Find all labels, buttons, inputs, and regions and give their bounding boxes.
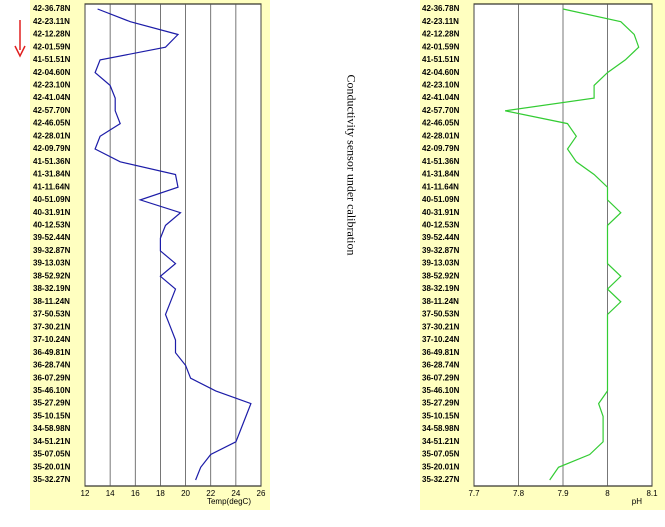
y-tick-label: 37-30.21N: [422, 322, 460, 331]
y-tick-label: 42-23.11N: [33, 17, 70, 26]
data-line: [94, 8, 252, 481]
y-tick-label: 36-49.81N: [422, 348, 460, 357]
y-tick-label: 42-09.79N: [33, 144, 71, 153]
y-tick-label: 34-51.21N: [422, 437, 460, 446]
y-tick-label: 35-07.05N: [33, 450, 71, 459]
y-tick-label: 35-32.27N: [422, 475, 460, 484]
x-tick-label: 16: [131, 489, 140, 498]
y-tick-label: 42-41.04N: [422, 93, 460, 102]
x-tick-label: 7.7: [468, 489, 480, 498]
y-tick-label: 42-12.28N: [422, 30, 460, 39]
x-tick-label: 7.9: [557, 489, 569, 498]
y-tick-label: 42-01.59N: [422, 42, 460, 51]
y-tick-label: 35-07.05N: [422, 450, 460, 459]
y-tick-label: 40-51.09N: [422, 195, 460, 204]
y-tick-label: 35-46.10N: [33, 386, 71, 395]
y-tick-label: 42-09.79N: [422, 144, 460, 153]
y-tick-label: 41-51.36N: [422, 157, 460, 166]
y-tick-label: 39-52.44N: [422, 233, 460, 242]
y-tick-label: 38-32.19N: [33, 284, 71, 293]
y-tick-label: 37-30.21N: [33, 322, 71, 331]
y-tick-label: 37-50.53N: [422, 310, 460, 319]
y-tick-label: 36-49.81N: [33, 348, 71, 357]
y-tick-label: 39-13.03N: [422, 259, 460, 268]
y-tick-label: 35-10.15N: [422, 411, 460, 420]
x-axis-label: pH: [632, 497, 642, 506]
y-tick-label: 37-10.24N: [422, 335, 460, 344]
y-tick-label: 41-51.36N: [33, 157, 71, 166]
plot-area: [84, 3, 262, 487]
y-tick-label: 42-28.01N: [422, 131, 460, 140]
y-tick-label: 40-51.09N: [33, 195, 71, 204]
y-tick-label: 40-12.53N: [422, 221, 460, 230]
y-tick-label: 36-07.29N: [422, 373, 460, 382]
x-tick-label: 18: [156, 489, 165, 498]
x-tick-label: 12: [81, 489, 90, 498]
y-tick-label: 38-52.92N: [33, 271, 71, 280]
y-tick-label: 38-11.24N: [422, 297, 459, 306]
y-tick-label: 42-57.70N: [422, 106, 460, 115]
y-tick-label: 42-04.60N: [422, 68, 460, 77]
y-tick-label: 38-32.19N: [422, 284, 460, 293]
y-tick-label: 35-27.29N: [422, 399, 460, 408]
x-tick-label: 14: [106, 489, 115, 498]
y-tick-label: 42-57.70N: [33, 106, 71, 115]
y-tick-label: 41-51.51N: [422, 55, 460, 64]
x-tick-label: 7.8: [513, 489, 525, 498]
y-tick-label: 42-41.04N: [33, 93, 71, 102]
y-tick-label: 36-28.74N: [33, 361, 71, 370]
x-tick-label: 26: [257, 489, 266, 498]
arrow: [14, 20, 26, 58]
x-tick-label: 8: [605, 489, 610, 498]
data-line: [504, 8, 640, 481]
x-tick-label: 8.1: [646, 489, 658, 498]
x-tick-label: 22: [206, 489, 215, 498]
y-tick-label: 42-36.78N: [33, 4, 71, 13]
y-tick-label: 42-01.59N: [33, 42, 71, 51]
y-tick-label: 35-27.29N: [33, 399, 71, 408]
y-tick-label: 39-13.03N: [33, 259, 71, 268]
x-tick-label: 24: [231, 489, 240, 498]
x-tick-label: 20: [181, 489, 190, 498]
y-tick-label: 42-23.11N: [422, 17, 459, 26]
y-tick-label: 35-10.15N: [33, 411, 71, 420]
y-tick-label: 40-12.53N: [33, 221, 71, 230]
y-tick-label: 41-31.84N: [422, 170, 460, 179]
y-tick-label: 42-46.05N: [422, 119, 460, 128]
annotation: Conductivity sensor under calibration: [344, 75, 358, 256]
y-tick-label: 36-28.74N: [422, 361, 460, 370]
y-tick-label: 42-04.60N: [33, 68, 71, 77]
y-tick-label: 41-51.51N: [33, 55, 71, 64]
y-tick-label: 34-58.98N: [422, 424, 460, 433]
x-axis-label: Temp(degC): [207, 497, 251, 506]
y-tick-label: 38-11.24N: [33, 297, 70, 306]
y-tick-label: 42-12.28N: [33, 30, 71, 39]
y-tick-label: 39-32.87N: [422, 246, 460, 255]
y-tick-label: 35-20.01N: [33, 462, 71, 471]
y-tick-label: 36-07.29N: [33, 373, 71, 382]
y-tick-label: 42-23.10N: [422, 80, 460, 89]
y-tick-label: 37-10.24N: [33, 335, 71, 344]
y-tick-label: 40-31.91N: [33, 208, 71, 217]
y-tick-label: 42-23.10N: [33, 80, 71, 89]
y-tick-label: 42-46.05N: [33, 119, 71, 128]
y-tick-label: 38-52.92N: [422, 271, 460, 280]
y-tick-label: 41-31.84N: [33, 170, 71, 179]
y-tick-label: 35-46.10N: [422, 386, 460, 395]
y-tick-label: 40-31.91N: [422, 208, 460, 217]
y-tick-label: 41-11.64N: [422, 182, 459, 191]
y-tick-label: 42-36.78N: [422, 4, 460, 13]
y-tick-label: 39-52.44N: [33, 233, 71, 242]
y-tick-label: 42-28.01N: [33, 131, 71, 140]
y-tick-label: 39-32.87N: [33, 246, 71, 255]
y-tick-label: 35-20.01N: [422, 462, 460, 471]
y-tick-label: 34-58.98N: [33, 424, 71, 433]
y-tick-label: 34-51.21N: [33, 437, 71, 446]
y-tick-label: 41-11.64N: [33, 182, 70, 191]
y-tick-label: 37-50.53N: [33, 310, 71, 319]
y-tick-label: 35-32.27N: [33, 475, 71, 484]
